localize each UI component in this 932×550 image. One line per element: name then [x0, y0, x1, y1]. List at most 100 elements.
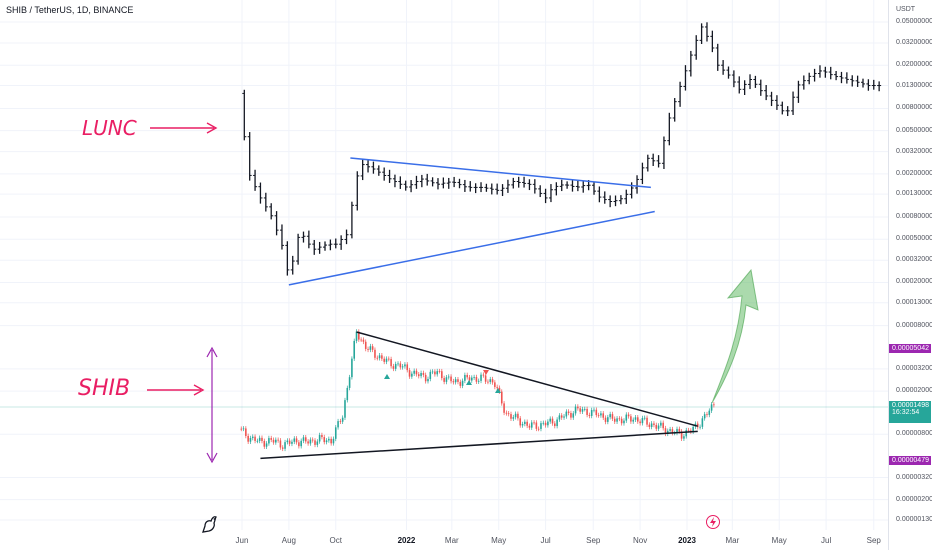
- lunc-bar: [484, 183, 489, 192]
- shib-candle: [671, 426, 674, 436]
- lunc-bar: [731, 70, 736, 88]
- shib-candle: [521, 421, 524, 428]
- lunc-bar: [565, 181, 570, 189]
- lunc-label: LUNC: [82, 116, 137, 140]
- lunc-bar: [828, 66, 833, 80]
- lunc-arrow: [150, 122, 218, 134]
- lunc-bar: [726, 66, 731, 79]
- lunc-bar: [344, 229, 349, 245]
- shib-candle: [625, 412, 628, 423]
- shib-candle: [337, 418, 339, 430]
- shib-candle: [341, 415, 344, 425]
- lunc-bar: [602, 191, 607, 204]
- shib-candle: [480, 372, 482, 384]
- lunc-bar: [791, 91, 796, 116]
- shib-candle: [394, 361, 397, 372]
- shib-candle: [404, 362, 406, 369]
- lunc-bar: [850, 75, 855, 87]
- shib-candle: [577, 404, 579, 411]
- shib-candle: [685, 427, 688, 439]
- time-tick-label: Sep: [866, 536, 881, 545]
- time-tick-label: Jun: [235, 536, 249, 545]
- shib-candle: [281, 445, 284, 452]
- time-tick-label: May: [491, 536, 507, 545]
- events-bolt-icon[interactable]: [706, 515, 720, 529]
- shib-candle: [445, 374, 448, 385]
- lunc-bar: [570, 180, 575, 192]
- lunc-bar: [317, 241, 322, 254]
- price-tick-label: 0.03200000: [896, 39, 932, 47]
- shib-candle: [528, 423, 531, 430]
- shib-candle: [383, 356, 385, 365]
- shib-candle: [708, 408, 711, 418]
- shib-candle: [415, 368, 418, 377]
- lunc-bar: [414, 175, 419, 189]
- lunc-bar: [699, 23, 704, 44]
- shib-candle: [321, 432, 323, 440]
- shib-candle: [713, 402, 715, 408]
- lunc-bar: [688, 50, 693, 77]
- shib-candle: [613, 416, 616, 424]
- lunc-bar: [387, 169, 392, 183]
- shib-candle: [669, 426, 671, 434]
- lunc-bar: [608, 195, 613, 208]
- lunc-bar: [312, 239, 317, 255]
- price-tick-label: 0.00032000: [896, 256, 932, 264]
- shib-candle: [311, 437, 314, 443]
- time-tick-label: May: [771, 536, 787, 545]
- lunc-bar: [392, 174, 397, 188]
- price-tick-label: 0.01300000: [896, 81, 932, 89]
- shib-candle: [314, 438, 316, 448]
- lunc-bar: [349, 201, 354, 239]
- shib-candle: [484, 373, 487, 385]
- shib-candle: [662, 420, 664, 431]
- shib-trendline: [356, 331, 698, 427]
- shib-candle: [618, 416, 621, 422]
- shib-candle: [637, 415, 639, 424]
- shib-candle: [362, 337, 365, 345]
- lunc-bar: [742, 80, 747, 95]
- shib-candle: [406, 362, 409, 373]
- chart-canvas[interactable]: [0, 0, 888, 550]
- lunc-bar: [710, 30, 715, 53]
- lunc-bar: [328, 239, 333, 251]
- lunc-bar: [645, 154, 650, 172]
- shib-candle: [307, 439, 309, 446]
- shib-candle: [703, 411, 706, 421]
- shib-candle: [588, 412, 591, 419]
- lunc-bar: [651, 153, 656, 166]
- shib-candle: [293, 436, 296, 445]
- time-tick-label: 2023: [678, 536, 696, 545]
- shib-candle: [475, 374, 478, 385]
- shib-candle: [500, 389, 503, 406]
- shib-candle: [323, 434, 326, 445]
- shib-candle: [512, 414, 515, 422]
- shib-candle: [579, 406, 581, 415]
- shib-candle: [655, 422, 658, 432]
- shib-candle: [358, 329, 360, 342]
- lunc-bar: [301, 231, 306, 243]
- lunc-bar: [538, 185, 543, 198]
- lunc-bar: [360, 158, 365, 181]
- shib-candle: [279, 438, 282, 450]
- lunc-bar: [441, 177, 446, 189]
- lunc-bar: [801, 75, 806, 90]
- shib-candle: [251, 434, 254, 441]
- lunc-bar: [543, 188, 548, 204]
- price-tick-label: 0.05000000: [896, 18, 932, 25]
- shib-candle: [676, 426, 678, 436]
- shib-candle: [376, 355, 379, 361]
- shib-candle: [392, 363, 395, 372]
- shib-candle: [565, 409, 568, 419]
- time-tick-label: Jul: [540, 536, 551, 545]
- tradingview-logo-icon[interactable]: [200, 512, 220, 534]
- lunc-series: [242, 22, 882, 276]
- lunc-bar: [640, 162, 645, 185]
- shib-candle: [461, 378, 464, 389]
- shib-candle: [496, 384, 498, 391]
- shib-candle: [261, 435, 263, 444]
- lunc-bar: [253, 169, 258, 191]
- shib-candle: [593, 407, 595, 413]
- shib-candle: [586, 406, 588, 418]
- lunc-bar: [269, 203, 274, 220]
